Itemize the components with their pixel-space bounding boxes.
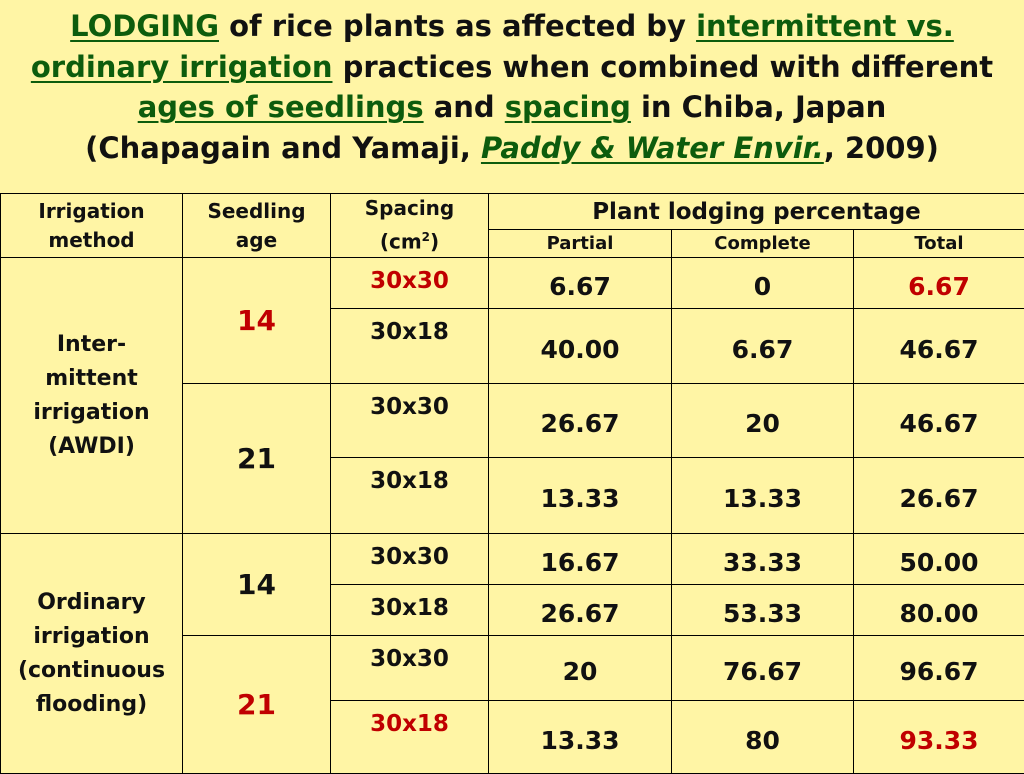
header-total: Total: [854, 230, 1024, 258]
total-cell: 80.00: [854, 585, 1024, 636]
total-cell: 96.67: [854, 636, 1024, 701]
title-keyword-ages: ages of seedlings: [138, 90, 424, 124]
spacing-cell: 30x30: [331, 534, 489, 585]
spacing-cell: 30x18: [331, 458, 489, 534]
spacing-cell: 30x18: [331, 701, 489, 774]
spacing-cell: 30x30: [331, 636, 489, 701]
partial-cell: 26.67: [489, 384, 672, 458]
partial-cell: 13.33: [489, 458, 672, 534]
title-keyword-spacing: spacing: [505, 90, 631, 124]
complete-cell: 13.33: [672, 458, 854, 534]
seedling-age-cell: 21: [183, 636, 331, 774]
total-cell: 93.33: [854, 701, 1024, 774]
header-plant-lodging: Plant lodging percentage: [489, 194, 1024, 230]
citation-authors: (Chapagain and Yamaji,: [85, 131, 481, 165]
title-keyword-ordinary: ordinary irrigation: [31, 50, 333, 84]
title-text: of rice plants as affected by: [219, 9, 696, 43]
complete-cell: 53.33: [672, 585, 854, 636]
total-cell: 26.67: [854, 458, 1024, 534]
header-spacing: Spacing (cm2): [331, 194, 489, 258]
title-line-3: ages of seedlings and spacing in Chiba, …: [0, 87, 1024, 128]
citation-journal: Paddy & Water Envir.: [481, 131, 824, 165]
seedling-age-cell: 14: [183, 534, 331, 636]
slide-title: LODGING of rice plants as affected by in…: [0, 6, 1024, 168]
lodging-table: Irrigation method Seedling age Spacing (…: [0, 193, 1024, 774]
title-line-4: (Chapagain and Yamaji, Paddy & Water Env…: [0, 128, 1024, 169]
citation-year: , 2009): [824, 131, 939, 165]
partial-cell: 20: [489, 636, 672, 701]
header-partial: Partial: [489, 230, 672, 258]
header-row: Irrigation method Seedling age Spacing (…: [1, 194, 1024, 230]
header-complete: Complete: [672, 230, 854, 258]
partial-cell: 40.00: [489, 309, 672, 384]
partial-cell: 13.33: [489, 701, 672, 774]
seedling-age-cell: 21: [183, 384, 331, 534]
complete-cell: 0: [672, 258, 854, 309]
partial-cell: 26.67: [489, 585, 672, 636]
table-row: Inter- mittent irrigation (AWDI) 14 30x3…: [1, 258, 1024, 309]
title-text: practices when combined with different: [332, 50, 993, 84]
spacing-cell: 30x30: [331, 384, 489, 458]
complete-cell: 76.67: [672, 636, 854, 701]
spacing-cell: 30x30: [331, 258, 489, 309]
total-cell: 50.00: [854, 534, 1024, 585]
header-irrigation-method: Irrigation method: [1, 194, 183, 258]
title-text: in Chiba, Japan: [631, 90, 886, 124]
complete-cell: 80: [672, 701, 854, 774]
title-line-2: ordinary irrigation practices when combi…: [0, 47, 1024, 88]
partial-cell: 16.67: [489, 534, 672, 585]
complete-cell: 6.67: [672, 309, 854, 384]
method-intermittent: Inter- mittent irrigation (AWDI): [1, 258, 183, 534]
title-keyword-lodging: LODGING: [70, 9, 219, 43]
title-keyword-intermittent: intermittent vs.: [696, 9, 954, 43]
table-row: Ordinary irrigation (continuous flooding…: [1, 534, 1024, 585]
title-text: and: [424, 90, 505, 124]
partial-cell: 6.67: [489, 258, 672, 309]
total-cell: 6.67: [854, 258, 1024, 309]
spacing-cell: 30x18: [331, 309, 489, 384]
header-seedling-age: Seedling age: [183, 194, 331, 258]
total-cell: 46.67: [854, 309, 1024, 384]
method-ordinary: Ordinary irrigation (continuous flooding…: [1, 534, 183, 774]
complete-cell: 20: [672, 384, 854, 458]
seedling-age-cell: 14: [183, 258, 331, 384]
total-cell: 46.67: [854, 384, 1024, 458]
title-line-1: LODGING of rice plants as affected by in…: [0, 6, 1024, 47]
spacing-cell: 30x18: [331, 585, 489, 636]
complete-cell: 33.33: [672, 534, 854, 585]
